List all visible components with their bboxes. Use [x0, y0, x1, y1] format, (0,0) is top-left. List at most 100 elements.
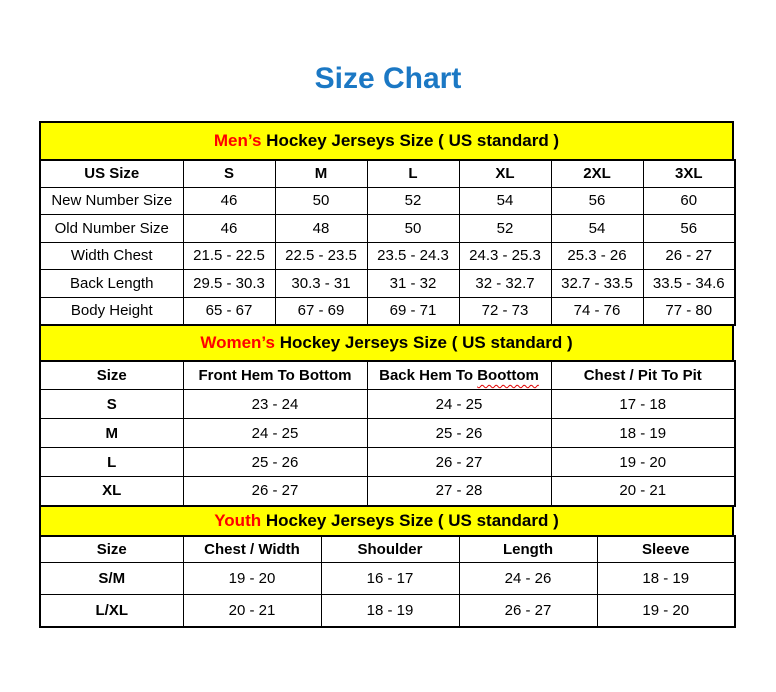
size-value-cell: 32 - 32.7: [458, 269, 552, 298]
size-value-cell: 18 - 19: [596, 562, 736, 595]
mens-band-text: Hockey Jerseys Size ( US standard ): [261, 131, 560, 150]
womens-header-row: Size Front Hem To Bottom Back Hem To Boo…: [39, 360, 736, 390]
size-value-cell: 16 - 17: [320, 562, 460, 595]
womens-section-header: Women’s Hockey Jerseys Size ( US standar…: [39, 323, 734, 362]
table-row: M 24 - 25 25 - 26 18 - 19: [39, 418, 736, 448]
column-header: Shoulder: [320, 535, 460, 563]
size-value-cell: 50: [274, 186, 368, 215]
size-value-cell: 72 - 73: [458, 296, 552, 325]
size-value-cell: 46: [182, 214, 276, 243]
youth-size-table: Size Chest / Width Shoulder Length Sleev…: [39, 534, 736, 628]
table-row: S 23 - 24 24 - 25 17 - 18: [39, 389, 736, 419]
youth-header-row: Size Chest / Width Shoulder Length Sleev…: [39, 535, 736, 563]
table-row: New Number Size 46 50 52 54 56 60: [39, 186, 736, 215]
column-header: Size: [39, 535, 184, 563]
size-value-cell: 23.5 - 24.3: [366, 241, 460, 270]
size-value-cell: 18 - 19: [320, 594, 460, 627]
row-label: Old Number Size: [39, 214, 184, 243]
size-value-cell: 24 - 25: [182, 418, 368, 448]
size-value-cell: 19 - 20: [596, 594, 736, 627]
size-value-cell: 54: [550, 214, 644, 243]
size-value-cell: 22.5 - 23.5: [274, 241, 368, 270]
size-value-cell: 77 - 80: [642, 296, 736, 325]
size-value-cell: 25 - 26: [366, 418, 552, 448]
size-value-cell: 48: [274, 214, 368, 243]
size-value-cell: 56: [550, 186, 644, 215]
size-value-cell: 32.7 - 33.5: [550, 269, 644, 298]
row-label: S/M: [39, 562, 184, 595]
size-value-cell: 29.5 - 30.3: [182, 269, 276, 298]
mens-header-row: US Size S M L XL 2XL 3XL: [39, 159, 736, 188]
size-value-cell: 27 - 28: [366, 476, 552, 506]
row-label: XL: [39, 476, 184, 506]
size-value-cell: 30.3 - 31: [274, 269, 368, 298]
table-row: XL 26 - 27 27 - 28 20 - 21: [39, 476, 736, 506]
size-value-cell: 60: [642, 186, 736, 215]
page-title: Size Chart: [314, 62, 462, 95]
size-value-cell: 26 - 27: [182, 476, 368, 506]
table-row: Body Height 65 - 67 67 - 69 69 - 71 72 -…: [39, 296, 736, 325]
youth-band-text: Hockey Jerseys Size ( US standard ): [261, 510, 559, 530]
column-header: Length: [458, 535, 598, 563]
size-value-cell: 19 - 20: [182, 562, 322, 595]
size-value-cell: 46: [182, 186, 276, 215]
column-header-misspelled: Back Hem To Boottom: [366, 360, 552, 390]
size-value-cell: 31 - 32: [366, 269, 460, 298]
size-chart: Men’s Hockey Jerseys Size ( US standard …: [39, 121, 736, 628]
row-label: L/XL: [39, 594, 184, 627]
column-header: Sleeve: [596, 535, 736, 563]
size-value-cell: 20 - 21: [182, 594, 322, 627]
table-row: Old Number Size 46 48 50 52 54 56: [39, 214, 736, 243]
mens-group-label: Men’s: [213, 131, 262, 150]
womens-size-table: Size Front Hem To Bottom Back Hem To Boo…: [39, 359, 736, 507]
size-value-cell: 26 - 27: [366, 447, 552, 477]
size-value-cell: 26 - 27: [458, 594, 598, 627]
column-header: Size: [39, 360, 184, 390]
size-value-cell: 65 - 67: [182, 296, 276, 325]
table-row: Back Length 29.5 - 30.3 30.3 - 31 31 - 3…: [39, 269, 736, 298]
size-value-cell: 24 - 26: [458, 562, 598, 595]
size-value-cell: 52: [366, 186, 460, 215]
mens-size-table: US Size S M L XL 2XL 3XL New Number Size…: [39, 159, 736, 326]
size-value-cell: 67 - 69: [274, 296, 368, 325]
size-value-cell: 54: [458, 186, 552, 215]
column-header: Front Hem To Bottom: [182, 360, 368, 390]
misspelled-word: Boottom: [477, 366, 539, 384]
size-value-cell: 25 - 26: [182, 447, 368, 477]
size-value-cell: 18 - 19: [550, 418, 736, 448]
column-header: Chest / Pit To Pit: [550, 360, 736, 390]
row-label: S: [39, 389, 184, 419]
size-value-cell: 56: [642, 214, 736, 243]
row-label: Body Height: [39, 296, 184, 325]
size-value-cell: 69 - 71: [366, 296, 460, 325]
row-label: New Number Size: [39, 186, 184, 215]
header-text: Back Hem To: [379, 366, 474, 384]
size-value-cell: 52: [458, 214, 552, 243]
size-value-cell: 25.3 - 26: [550, 241, 644, 270]
column-header: S: [182, 159, 276, 188]
youth-group-label: Youth: [214, 510, 262, 530]
row-label: Width Chest: [39, 241, 184, 270]
row-label: M: [39, 418, 184, 448]
column-header: M: [274, 159, 368, 188]
column-header: 2XL: [550, 159, 644, 188]
column-header: L: [366, 159, 460, 188]
size-value-cell: 20 - 21: [550, 476, 736, 506]
table-row: S/M 19 - 20 16 - 17 24 - 26 18 - 19: [39, 562, 736, 595]
row-label: L: [39, 447, 184, 477]
row-label: Back Length: [39, 269, 184, 298]
youth-section-header: Youth Hockey Jerseys Size ( US standard …: [39, 504, 734, 537]
size-value-cell: 26 - 27: [642, 241, 736, 270]
table-row: L/XL 20 - 21 18 - 19 26 - 27 19 - 20: [39, 594, 736, 627]
womens-band-text: Hockey Jerseys Size ( US standard ): [274, 332, 573, 352]
size-value-cell: 21.5 - 22.5: [182, 241, 276, 270]
table-row: Width Chest 21.5 - 22.5 22.5 - 23.5 23.5…: [39, 241, 736, 270]
size-value-cell: 74 - 76: [550, 296, 644, 325]
size-value-cell: 24 - 25: [366, 389, 552, 419]
womens-group-label: Women’s: [200, 332, 275, 352]
size-value-cell: 19 - 20: [550, 447, 736, 477]
mens-section-header: Men’s Hockey Jerseys Size ( US standard …: [39, 121, 734, 161]
column-header: Chest / Width: [182, 535, 322, 563]
column-header: US Size: [39, 159, 184, 188]
size-value-cell: 23 - 24: [182, 389, 368, 419]
